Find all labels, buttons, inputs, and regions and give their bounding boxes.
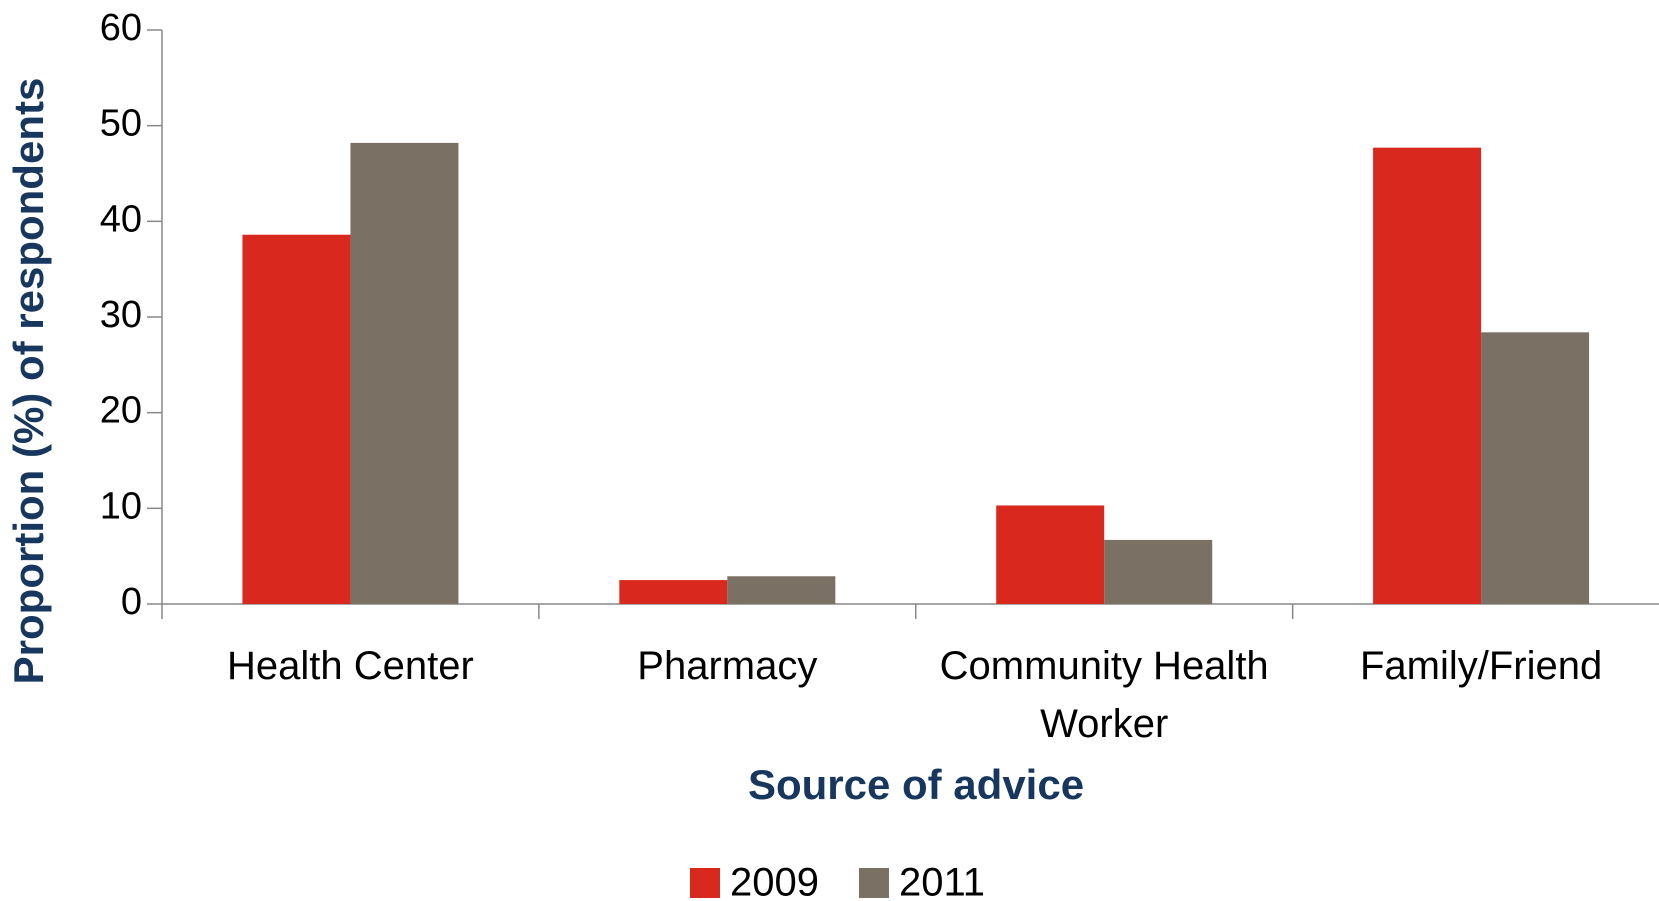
bar xyxy=(242,234,351,604)
bar xyxy=(996,505,1105,604)
bar xyxy=(1104,539,1213,604)
y-tick-label: 0 xyxy=(121,581,142,623)
y-tick-label: 10 xyxy=(100,485,142,527)
x-tick-label: Health Center xyxy=(227,644,474,688)
y-tick-label: 60 xyxy=(100,7,142,49)
legend-label: 2009 xyxy=(730,861,819,901)
x-axis-title: Source of advice xyxy=(748,761,1084,808)
y-tick-label: 20 xyxy=(100,390,142,432)
y-axis-title: Proportion (%) of respondents xyxy=(5,78,52,685)
x-tick-label: Community Health Worker xyxy=(939,644,1269,746)
y-tick-label: 40 xyxy=(100,198,142,240)
y-tick-label: 50 xyxy=(100,103,142,145)
legend-swatch xyxy=(690,868,720,898)
legend-label: 2011 xyxy=(899,861,985,901)
bar xyxy=(619,580,728,604)
bar xyxy=(1373,147,1482,605)
bar xyxy=(1481,332,1590,604)
bar xyxy=(350,142,459,605)
legend-swatch xyxy=(858,868,889,898)
x-tick-label: Pharmacy xyxy=(637,644,818,688)
x-tick-label: Family/Friend xyxy=(1359,644,1603,688)
bar xyxy=(727,576,836,604)
y-tick-label: 30 xyxy=(100,294,142,336)
